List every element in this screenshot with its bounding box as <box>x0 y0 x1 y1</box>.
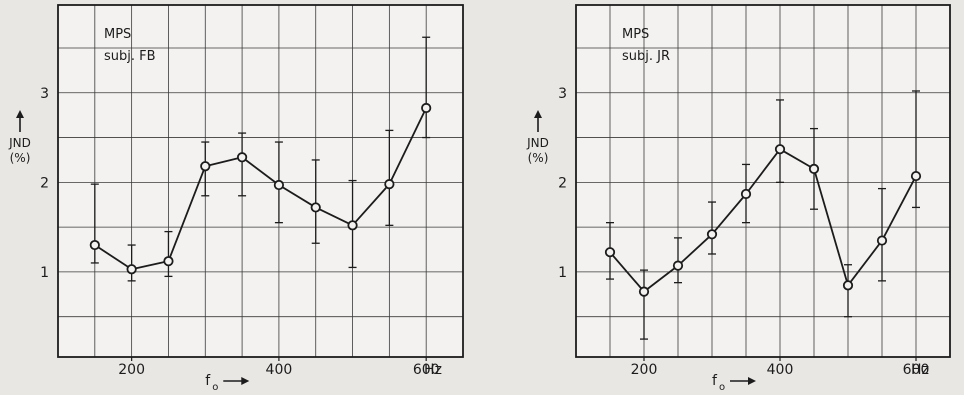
x-tick-label: 400 <box>266 362 293 378</box>
data-point <box>638 286 650 297</box>
y-tick-label: 1 <box>558 265 567 281</box>
y-axis-label: JND <box>526 136 549 150</box>
x-axis-label-subscript: o <box>212 382 218 391</box>
data-point <box>672 260 684 271</box>
data-point <box>910 170 922 182</box>
plot-frame <box>575 4 951 358</box>
y-axis-arrow-icon <box>534 110 542 118</box>
x-axis-label: f <box>205 373 211 389</box>
data-point <box>808 163 820 175</box>
x-axis-arrow-icon <box>748 377 756 385</box>
x-tick-label: 400 <box>767 362 794 378</box>
data-point <box>89 239 100 251</box>
plot-area <box>58 5 463 357</box>
data-point <box>421 102 432 114</box>
x-unit-label: Hz <box>424 362 442 378</box>
x-tick-label: 200 <box>118 362 145 378</box>
series-line <box>94 107 427 271</box>
x-axis-arrow-icon <box>241 377 250 385</box>
data-point <box>163 256 174 267</box>
data-point <box>740 188 752 200</box>
x-tick-label: 600 <box>903 362 930 378</box>
y-tick-label: 1 <box>40 265 49 281</box>
data-point <box>604 247 616 258</box>
chart-panel-fb: 200 400 600 1 2 3 Hz f o JND(%) MPS subj. FB <box>8 4 464 393</box>
x-axis-label: f <box>712 373 718 389</box>
data-point <box>842 280 854 291</box>
data-point <box>347 220 358 231</box>
data-point <box>310 202 321 213</box>
data-point <box>236 152 248 163</box>
data-point <box>774 144 786 155</box>
chart-panel-jr: 200 400 600 1 2 3 Hz f o JND(%) MPS subj. JR <box>526 4 951 393</box>
plot-area <box>576 5 950 357</box>
data-point <box>706 229 718 240</box>
data-point <box>876 235 888 246</box>
panel-annotation: subj. FB <box>104 49 156 64</box>
data-point <box>126 264 137 275</box>
y-tick-label: 2 <box>558 175 567 191</box>
panel-annotation: MPS <box>104 27 131 42</box>
y-tick-label: 2 <box>40 175 49 191</box>
data-point <box>273 179 285 191</box>
series-line <box>609 148 917 293</box>
y-tick-label: 3 <box>558 86 567 102</box>
x-axis-label-subscript: o <box>719 382 725 391</box>
data-point <box>200 161 211 172</box>
y-axis-arrow-icon <box>16 110 24 118</box>
y-tick-label: 3 <box>40 86 49 102</box>
x-unit-label: Hz <box>911 362 929 378</box>
x-tick-label: 200 <box>631 362 658 378</box>
plot-frame <box>57 4 464 358</box>
panel-annotation: MPS <box>622 27 649 42</box>
y-axis-label: (%) <box>528 151 549 165</box>
data-point <box>384 179 395 190</box>
panel-annotation: subj. JR <box>622 49 670 64</box>
y-axis-label: JND <box>8 136 31 150</box>
x-tick-label: 600 <box>413 362 440 378</box>
y-axis-label: (%) <box>10 151 31 165</box>
